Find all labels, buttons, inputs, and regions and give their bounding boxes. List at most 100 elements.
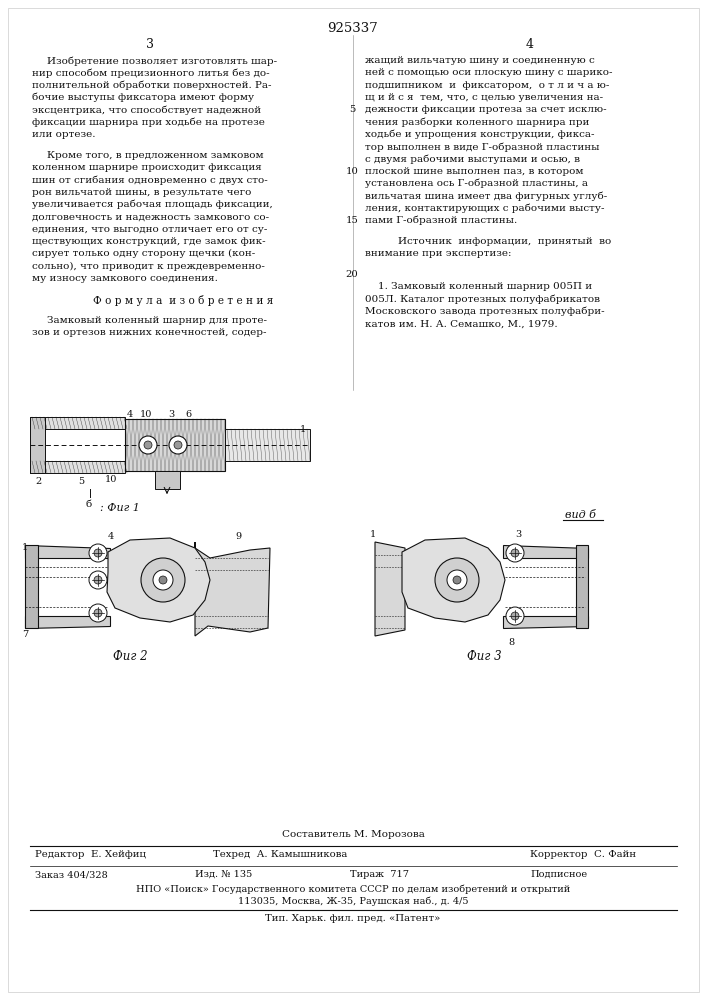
Text: Подписное: Подписное <box>530 870 587 879</box>
Bar <box>30 417 125 429</box>
Text: жащий вильчатую шину и соединенную с: жащий вильчатую шину и соединенную с <box>365 56 595 65</box>
Circle shape <box>453 576 461 584</box>
Bar <box>125 419 225 471</box>
Text: 9: 9 <box>235 532 241 541</box>
Circle shape <box>89 544 107 562</box>
Text: установлена ось Г-образной пластины, а: установлена ось Г-образной пластины, а <box>365 179 588 188</box>
Text: Московского завода протезных полуфабри-: Московского завода протезных полуфабри- <box>365 307 604 316</box>
Text: рон вильчатой шины, в результате чего: рон вильчатой шины, в результате чего <box>32 188 252 197</box>
Text: увеличивается рабочая площадь фиксации,: увеличивается рабочая площадь фиксации, <box>32 200 273 209</box>
Polygon shape <box>576 545 588 628</box>
Text: нир способом прецизионного литья без до-: нир способом прецизионного литья без до- <box>32 68 269 78</box>
Text: 4: 4 <box>127 410 133 419</box>
Text: эксцентрика, что способствует надежной: эксцентрика, что способствует надежной <box>32 105 261 115</box>
Text: НПО «Поиск» Государственного комитета СССР по делам изобретений и открытий: НПО «Поиск» Государственного комитета СС… <box>136 884 570 894</box>
Circle shape <box>447 570 467 590</box>
Polygon shape <box>25 545 110 558</box>
Text: 3: 3 <box>168 410 174 419</box>
Text: Составитель М. Морозова: Составитель М. Морозова <box>281 830 424 839</box>
Text: 4: 4 <box>526 38 534 51</box>
Text: Замковый коленный шарнир для прoте-: Замковый коленный шарнир для прoте- <box>47 316 267 325</box>
Text: : Фиг 1: : Фиг 1 <box>100 503 140 513</box>
Text: 113035, Москва, Ж-35, Раушская наб., д. 4/5: 113035, Москва, Ж-35, Раушская наб., д. … <box>238 896 468 906</box>
Text: 10: 10 <box>105 475 117 484</box>
Text: с двумя рабочими выступами и осью, в: с двумя рабочими выступами и осью, в <box>365 154 580 164</box>
Circle shape <box>153 570 173 590</box>
Circle shape <box>159 576 167 584</box>
Polygon shape <box>25 616 110 628</box>
Text: долговечность и надежность замкового со-: долговечность и надежность замкового со- <box>32 212 269 221</box>
Text: дежности фиксации протеза за счет исклю-: дежности фиксации протеза за счет исклю- <box>365 105 607 114</box>
Text: 1. Замковый коленный шарнир 005П и: 1. Замковый коленный шарнир 005П и <box>365 282 592 291</box>
Text: 1: 1 <box>370 530 376 539</box>
Text: 1: 1 <box>22 543 28 552</box>
Polygon shape <box>375 542 405 636</box>
Text: коленном шарнире происходит фиксация: коленном шарнире происходит фиксация <box>32 163 262 172</box>
Text: 20: 20 <box>346 270 358 279</box>
Polygon shape <box>195 542 270 636</box>
Text: Фиг 3: Фиг 3 <box>467 650 502 663</box>
Polygon shape <box>402 538 505 622</box>
Text: тор выполнен в виде Г-образной пластины: тор выполнен в виде Г-образной пластины <box>365 142 600 152</box>
Circle shape <box>511 549 519 557</box>
Circle shape <box>94 576 102 584</box>
Text: пами Г-образной пластины.: пами Г-образной пластины. <box>365 216 518 225</box>
Circle shape <box>89 571 107 589</box>
Text: Тип. Харьк. фил. пред. «Патент»: Тип. Харьк. фил. пред. «Патент» <box>265 914 440 923</box>
Text: 15: 15 <box>346 216 358 225</box>
Polygon shape <box>107 538 210 622</box>
Text: Редактор  Е. Хейфиц: Редактор Е. Хейфиц <box>35 850 146 859</box>
Text: Кроме того, в предложенном замковом: Кроме того, в предложенном замковом <box>47 151 264 160</box>
Circle shape <box>139 436 157 454</box>
Text: 005Л. Каталог протезных полуфабрикатов: 005Л. Каталог протезных полуфабрикатов <box>365 295 600 304</box>
Text: вильчатая шина имеет два фигурных углуб-: вильчатая шина имеет два фигурных углуб- <box>365 191 607 201</box>
Text: Изобретение позволяет изготовлять шар-: Изобретение позволяет изготовлять шар- <box>47 56 277 66</box>
Text: подшипником  и  фиксатором,  о т л и ч а ю-: подшипником и фиксатором, о т л и ч а ю- <box>365 81 609 90</box>
Text: Фиг 2: Фиг 2 <box>113 650 148 663</box>
Text: шин от сгибания одновременно с двух сто-: шин от сгибания одновременно с двух сто- <box>32 175 268 185</box>
Text: 2: 2 <box>35 477 41 486</box>
Circle shape <box>506 544 524 562</box>
Text: бочие выступы фиксатора имеют форму: бочие выступы фиксатора имеют форму <box>32 93 254 102</box>
Text: зов и ортезов нижних конечностей, содер-: зов и ортезов нижних конечностей, содер- <box>32 328 267 337</box>
Circle shape <box>94 549 102 557</box>
Circle shape <box>89 604 107 622</box>
Text: плоской шине выполнен паз, в котором: плоской шине выполнен паз, в котором <box>365 167 583 176</box>
Text: 3: 3 <box>146 38 154 51</box>
Text: Заказ 404/328: Заказ 404/328 <box>35 870 107 879</box>
Text: 5: 5 <box>78 477 84 486</box>
Text: 925337: 925337 <box>327 22 378 35</box>
Text: 10: 10 <box>346 167 358 176</box>
Text: ществующих конструкций, где замок фик-: ществующих конструкций, где замок фик- <box>32 237 266 246</box>
Text: чения разборки коленного шарнира при: чения разборки коленного шарнира при <box>365 117 590 127</box>
Circle shape <box>94 609 102 617</box>
Bar <box>30 461 125 473</box>
Bar <box>30 417 45 473</box>
Text: 10: 10 <box>140 410 153 419</box>
Text: б: б <box>85 500 91 509</box>
Text: единения, что выгодно отличает его от су-: единения, что выгодно отличает его от су… <box>32 225 267 234</box>
Polygon shape <box>25 545 38 628</box>
Text: 3: 3 <box>515 530 521 539</box>
Text: 5: 5 <box>349 105 355 114</box>
Text: фиксации шарнира при ходьбе на протезе: фиксации шарнира при ходьбе на протезе <box>32 117 265 127</box>
Text: внимание при экспертизе:: внимание при экспертизе: <box>365 249 511 258</box>
Polygon shape <box>503 616 588 628</box>
Text: катов им. Н. А. Семашко, М., 1979.: катов им. Н. А. Семашко, М., 1979. <box>365 319 558 328</box>
Circle shape <box>435 558 479 602</box>
Text: щ и й с я  тем, что, с целью увеличения на-: щ и й с я тем, что, с целью увеличения н… <box>365 93 603 102</box>
Circle shape <box>141 558 185 602</box>
Text: сирует только одну сторону щечки (кон-: сирует только одну сторону щечки (кон- <box>32 249 255 258</box>
Text: Изд. № 135: Изд. № 135 <box>195 870 252 879</box>
Text: му износу замкового соединения.: му износу замкового соединения. <box>32 274 218 283</box>
Text: Источник  информации,  принятый  во: Источник информации, принятый во <box>398 237 612 246</box>
Text: 7: 7 <box>22 630 28 639</box>
Text: 8: 8 <box>508 638 514 647</box>
Polygon shape <box>503 545 588 558</box>
Text: ней с помощью оси плоскую шину с шарико-: ней с помощью оси плоскую шину с шарико- <box>365 68 612 77</box>
Text: ходьбе и упрощения конструкции, фикса-: ходьбе и упрощения конструкции, фикса- <box>365 130 595 139</box>
Circle shape <box>169 436 187 454</box>
Text: Ф о р м у л а  и з о б р е т е н и я: Ф о р м у л а и з о б р е т е н и я <box>93 295 273 306</box>
Bar <box>155 471 180 489</box>
Circle shape <box>174 441 182 449</box>
